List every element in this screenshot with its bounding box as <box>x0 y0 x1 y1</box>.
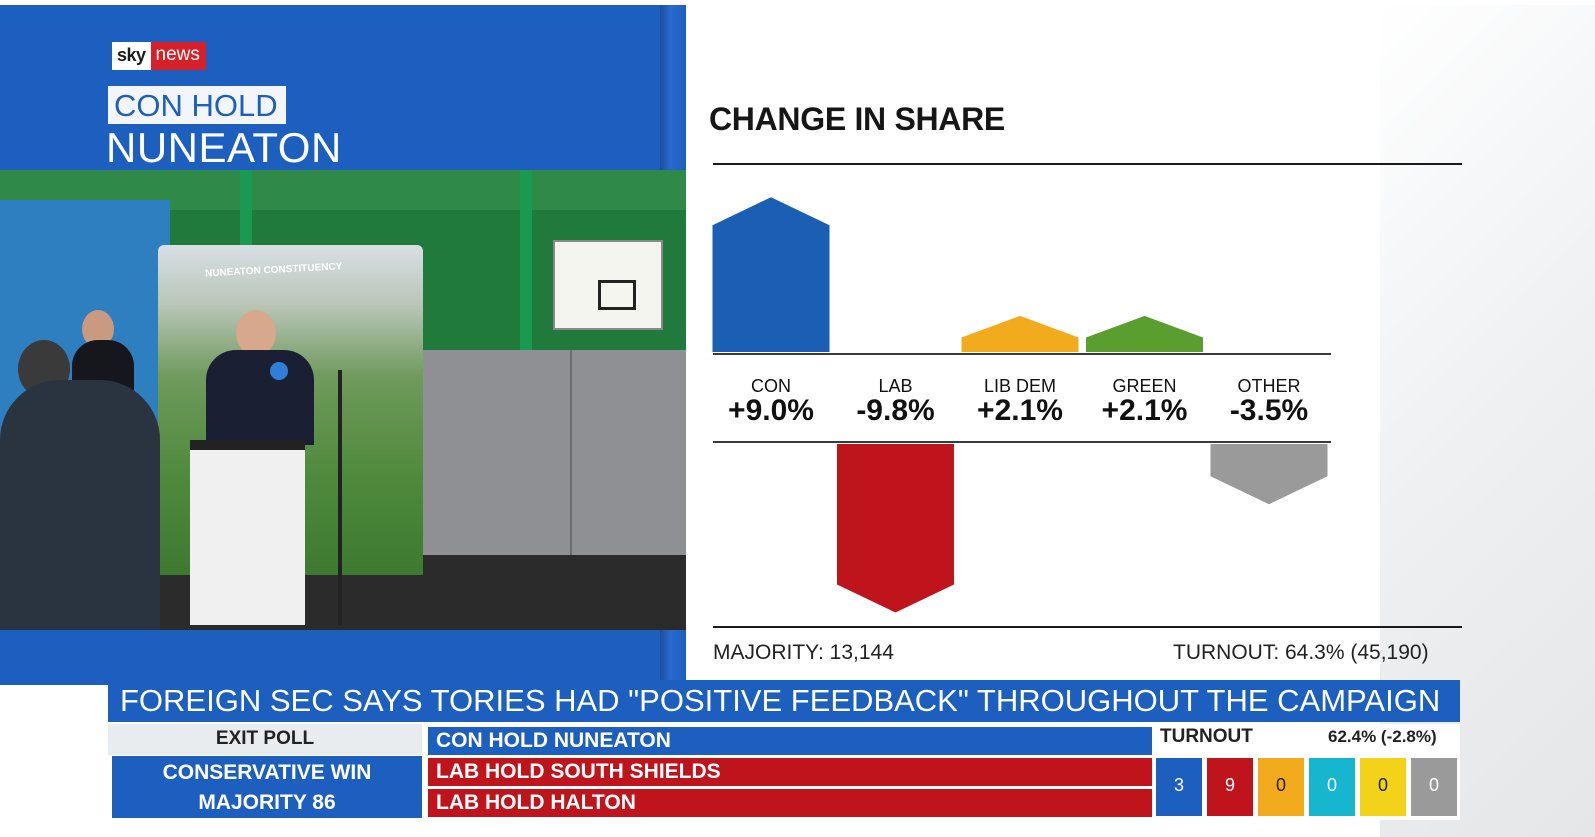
category-label: GREEN <box>1112 376 1176 396</box>
exit-poll-line1: CONSERVATIVE WIN <box>162 761 372 784</box>
category-label: LIB DEM <box>984 376 1056 396</box>
value-label: +9.0% <box>728 394 814 427</box>
lectern <box>190 440 305 625</box>
partition-panel <box>420 350 570 560</box>
chart-title: CHANGE IN SHARE <box>709 101 1005 137</box>
result-tag: CON HOLD <box>108 86 286 124</box>
exit-poll-label: EXIT POLL <box>108 724 422 755</box>
party-seat-tally: 9 <box>1207 758 1253 816</box>
gym-beam <box>520 170 532 370</box>
news-ticker-headline: FOREIGN SEC SAYS TORIES HAD "POSITIVE FE… <box>108 680 1460 722</box>
cameraman-body <box>0 380 160 630</box>
labels-group: CON+9.0%LAB-9.8%LIB DEM+2.1%GREEN+2.1%OT… <box>728 376 1308 427</box>
value-label: -3.5% <box>1230 394 1308 427</box>
ticker-turnout-label: TURNOUT <box>1160 726 1253 747</box>
ticker-turnout-value: 62.4% (-2.8%) <box>1328 727 1437 746</box>
bar-lab <box>837 444 954 613</box>
seat-result: CON HOLD NUNEATON <box>428 727 1152 755</box>
seat-name: NUNEATON <box>106 124 342 171</box>
logo-sky-text: sky <box>112 42 151 70</box>
video-feed: NUNEATON CONSTITUENCY <box>0 170 686 630</box>
party-seat-tally: 0 <box>1411 758 1457 816</box>
category-label: OTHER <box>1238 376 1301 396</box>
results-ticker: EXIT POLL CONSERVATIVE WIN MAJORITY 86 C… <box>108 724 1460 820</box>
candidate-body <box>206 350 314 445</box>
basketball-rim <box>598 280 636 310</box>
bar-con <box>712 197 830 352</box>
value-label: +2.1% <box>1102 394 1188 427</box>
party-seat-tally: 3 <box>1156 758 1202 816</box>
candidate-head <box>236 310 276 356</box>
partition-panel <box>570 350 686 560</box>
bar-green <box>1086 315 1203 352</box>
mic-stand <box>338 370 342 625</box>
logo-news-text: news <box>150 42 206 70</box>
party-seat-tally: 0 <box>1360 758 1406 816</box>
party-seat-tally: 0 <box>1309 758 1355 816</box>
category-label: CON <box>751 376 791 396</box>
bar-other <box>1210 444 1328 505</box>
sky-news-logo: sky news <box>112 42 206 70</box>
bars-group <box>712 197 1328 613</box>
bar-lib-dem <box>961 315 1079 352</box>
seat-result: LAB HOLD HALTON <box>428 789 1152 817</box>
party-seat-tally: 0 <box>1258 758 1304 816</box>
turnout-text: TURNOUT: 64.3% (45,190) <box>1173 641 1429 664</box>
seat-result: LAB HOLD SOUTH SHIELDS <box>428 758 1152 786</box>
value-label: +2.1% <box>977 394 1063 427</box>
exit-poll-result: CONSERVATIVE WIN MAJORITY 86 <box>112 756 422 818</box>
basketball-backboard <box>553 240 663 330</box>
value-label: -9.8% <box>856 394 934 427</box>
exit-poll-line2: MAJORITY 86 <box>198 791 336 814</box>
rosette-icon <box>270 362 288 380</box>
majority-text: MAJORITY: 13,144 <box>713 641 894 664</box>
category-label: LAB <box>878 376 912 396</box>
